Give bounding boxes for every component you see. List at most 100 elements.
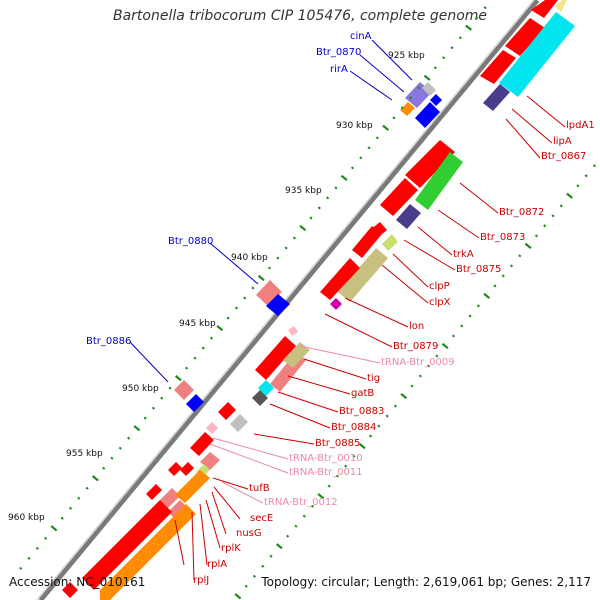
feature-cds bbox=[338, 248, 388, 302]
gene-label: lpdA1 bbox=[566, 120, 595, 131]
feature-cds bbox=[168, 462, 182, 476]
gene-label: rirA bbox=[330, 64, 348, 75]
genome-backbone-highlight bbox=[36, 0, 535, 600]
tick-mark bbox=[358, 443, 366, 450]
feature-cds bbox=[499, 12, 575, 97]
tick-mark bbox=[68, 506, 73, 510]
tick-mark bbox=[234, 306, 238, 310]
tick-mark bbox=[393, 404, 398, 408]
tick-mark bbox=[118, 446, 122, 450]
gene-label: Btr_0886 bbox=[86, 336, 132, 347]
gene-label: clpP bbox=[429, 281, 450, 292]
feature-cds bbox=[396, 204, 421, 229]
feature-cds bbox=[480, 50, 516, 84]
gene-label: Btr_0867 bbox=[541, 151, 587, 162]
tick-mark bbox=[465, 24, 472, 31]
gene-label: Btr_0885 bbox=[315, 438, 361, 449]
gene-label: lipA bbox=[553, 136, 572, 147]
tick-mark bbox=[433, 66, 437, 70]
tick-dots bbox=[19, 6, 597, 600]
tick-mark bbox=[359, 156, 363, 160]
feature-cds bbox=[175, 470, 210, 503]
tick-mark bbox=[160, 396, 164, 400]
tick-mark bbox=[19, 566, 23, 570]
tick-mark bbox=[294, 524, 298, 528]
tick-mark bbox=[501, 274, 505, 278]
tick-mark bbox=[275, 543, 283, 550]
gene-label: Btr_0870 bbox=[316, 47, 362, 58]
tick-mark bbox=[382, 124, 390, 131]
gene-label: tRNA-Btr_0011 bbox=[289, 467, 363, 478]
tick-mark bbox=[234, 593, 242, 600]
feature-cds bbox=[483, 84, 510, 111]
tick-mark bbox=[417, 86, 421, 90]
kbp-label: 930 kbp bbox=[336, 121, 373, 131]
tick-mark bbox=[392, 116, 396, 120]
tick-mark bbox=[102, 466, 106, 470]
tick-mark bbox=[385, 414, 389, 418]
tick-mark bbox=[493, 284, 497, 288]
tick-mark bbox=[127, 436, 131, 440]
tick-mark bbox=[133, 425, 141, 432]
tick-mark bbox=[367, 146, 371, 150]
tick-mark bbox=[543, 224, 547, 228]
tick-mark bbox=[400, 392, 408, 400]
tick-mark bbox=[340, 174, 348, 181]
accession-text: Accession: NC_010161 bbox=[9, 575, 146, 589]
feature-cds bbox=[230, 414, 248, 432]
feature-cds bbox=[422, 82, 436, 96]
feature-cds bbox=[252, 390, 268, 406]
tick-mark bbox=[576, 184, 580, 188]
tick-mark bbox=[151, 406, 156, 410]
gene-label: gatB bbox=[351, 388, 375, 399]
tick-mark bbox=[475, 16, 479, 20]
tick-mark bbox=[251, 286, 255, 290]
tick-mark bbox=[442, 56, 446, 60]
feature-cds bbox=[146, 484, 162, 500]
tick-mark bbox=[435, 354, 439, 358]
tick-mark bbox=[418, 374, 422, 378]
tick-mark bbox=[327, 484, 331, 488]
feature-cds bbox=[382, 234, 398, 251]
tick-mark bbox=[50, 525, 58, 532]
tick-mark bbox=[524, 242, 532, 249]
tick-mark bbox=[468, 314, 472, 318]
tick-mark bbox=[243, 296, 247, 300]
feature-cds bbox=[256, 280, 282, 306]
map-title: Bartonella tribocorum CIP 105476, comple… bbox=[112, 8, 488, 24]
tick-mark bbox=[110, 456, 114, 460]
tick-mark bbox=[209, 336, 214, 340]
gene-label: Btr_0872 bbox=[499, 207, 545, 218]
feature-cds bbox=[160, 488, 180, 508]
tick-mark bbox=[44, 536, 48, 540]
tick-mark bbox=[60, 516, 64, 520]
features-reverse bbox=[174, 82, 442, 412]
feature-cds bbox=[62, 582, 78, 598]
feature-cds bbox=[330, 298, 342, 310]
tick-mark bbox=[423, 74, 431, 81]
feature-cds bbox=[405, 140, 455, 188]
feature-cds bbox=[380, 178, 418, 216]
gene-label: lon bbox=[409, 321, 425, 332]
tick-mark bbox=[375, 136, 379, 140]
tick-mark bbox=[427, 364, 431, 368]
tick-mark bbox=[284, 246, 288, 250]
tick-mark bbox=[216, 324, 224, 332]
tick-mark bbox=[350, 166, 355, 170]
feature-cds bbox=[186, 394, 204, 412]
tick-mark bbox=[335, 474, 339, 478]
tick-mark bbox=[458, 36, 462, 40]
gene-label: trkA bbox=[453, 249, 474, 260]
tick-mark bbox=[559, 204, 563, 208]
tick-mark bbox=[566, 192, 573, 199]
tick-mark bbox=[269, 554, 273, 558]
kbp-label: 925 kbp bbox=[388, 51, 425, 61]
tick-mark bbox=[244, 584, 248, 588]
tick-mark bbox=[226, 316, 230, 320]
gene-label: tRNA-Btr_0010 bbox=[289, 453, 363, 464]
tick-mark bbox=[368, 434, 373, 438]
feature-cds bbox=[415, 152, 463, 210]
gene-label: nusG bbox=[236, 528, 262, 539]
tick-mark bbox=[400, 106, 404, 110]
